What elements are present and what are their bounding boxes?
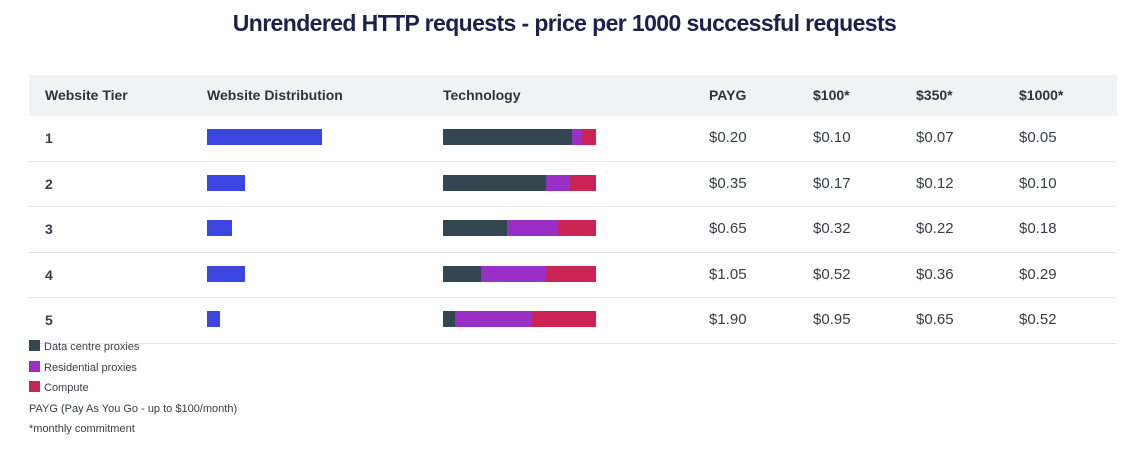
header-payg: PAYG: [709, 87, 747, 103]
table-row: 1 $0.20 $0.10 $0.07 $0.05: [29, 116, 1117, 162]
distribution-bar: [207, 174, 245, 191]
header-1000: $1000*: [1019, 87, 1064, 103]
legend-item-datacentre: Data centre proxies: [29, 340, 237, 361]
technology-segment-datacentre: [443, 311, 456, 327]
price-cell-p350: $0.22: [916, 220, 954, 237]
technology-segment-compute: [531, 311, 596, 327]
technology-segment-residential: [507, 220, 558, 236]
price-cell-p100: $0.17: [813, 174, 851, 192]
price-cell-p1000: $0.18: [1019, 220, 1057, 237]
price-cell-p1000: $0.05: [1019, 129, 1057, 146]
technology-segment-residential: [455, 311, 532, 327]
table-row: 4 $1.05 $0.52 $0.36 $0.29: [29, 253, 1117, 298]
header-100: $100*: [813, 87, 850, 103]
technology-segment-datacentre: [443, 129, 572, 145]
price-cell-payg: $1.90: [709, 311, 747, 328]
price-cell-p350: $0.36: [916, 265, 954, 283]
legend-label-residential: Residential proxies: [44, 361, 137, 374]
price-cell-p350: $0.07: [916, 129, 954, 146]
technology-segment-compute: [545, 265, 596, 282]
price-cell-p1000: $0.29: [1019, 265, 1057, 283]
table-body: 1 $0.20 $0.10 $0.07 $0.05 2 $0.35 $0.17 $0.12 $0.…: [29, 116, 1117, 344]
technology-bar: [443, 265, 596, 282]
legend-label-datacentre: Data centre proxies: [44, 341, 140, 353]
tier-cell: 1: [45, 130, 53, 146]
legend-item-compute: Compute: [29, 381, 237, 402]
technology-segment-datacentre: [443, 174, 546, 191]
price-cell-payg: $0.65: [709, 220, 747, 237]
commitment-note: *monthly commitment: [29, 423, 135, 435]
price-cell-payg: $1.05: [709, 265, 747, 283]
legend-swatch-compute: [29, 381, 40, 392]
legend: Data centre proxies Residential proxies …: [29, 340, 237, 443]
table-row: 2 $0.35 $0.17 $0.12 $0.10: [29, 162, 1117, 207]
price-cell-p1000: $0.52: [1019, 311, 1057, 328]
price-cell-p1000: $0.10: [1019, 174, 1057, 192]
technology-segment-compute: [582, 129, 596, 145]
technology-segment-datacentre: [443, 220, 508, 236]
tier-cell: 3: [45, 221, 53, 237]
technology-segment-residential: [545, 174, 570, 191]
price-cell-p350: $0.65: [916, 311, 954, 328]
technology-segment-compute: [557, 220, 596, 236]
price-cell-p100: $0.32: [813, 220, 851, 237]
technology-bar: [443, 220, 596, 236]
price-cell-p100: $0.52: [813, 265, 851, 283]
technology-segment-residential: [481, 265, 546, 282]
tier-cell: 5: [45, 312, 53, 328]
legend-label-compute: Compute: [44, 382, 89, 394]
tier-cell: 4: [45, 266, 53, 283]
price-cell-p100: $0.95: [813, 311, 851, 328]
distribution-bar: [207, 265, 245, 282]
tier-cell: 2: [45, 175, 53, 192]
price-cell-payg: $0.20: [709, 129, 747, 146]
price-cell-payg: $0.35: [709, 174, 747, 192]
legend-item-residential: Residential proxies: [29, 360, 237, 382]
technology-bar: [443, 129, 596, 145]
distribution-bar: [207, 129, 322, 145]
legend-swatch-residential: [29, 360, 40, 372]
technology-bar: [443, 174, 596, 191]
header-350: $350*: [916, 87, 953, 103]
table-row: 5 $1.90 $0.95 $0.65 $0.52: [29, 298, 1117, 344]
payg-note: PAYG (Pay As You Go - up to $100/month): [29, 402, 238, 415]
page-title: Unrendered HTTP requests - price per 100…: [232, 10, 897, 36]
table-header: Website Tier Website Distribution Techno…: [29, 75, 1117, 116]
price-cell-p350: $0.12: [916, 174, 954, 192]
technology-segment-compute: [569, 174, 596, 191]
pricing-table: Website Tier Website Distribution Techno…: [29, 75, 1117, 344]
header-website-tier: Website Tier: [45, 87, 128, 103]
table-row: 3 $0.65 $0.32 $0.22 $0.18: [29, 207, 1117, 253]
price-cell-p100: $0.10: [813, 129, 851, 146]
technology-bar: [443, 311, 596, 327]
distribution-bar: [207, 311, 220, 327]
header-website-distribution: Website Distribution: [207, 87, 343, 103]
distribution-bar: [207, 220, 232, 236]
technology-segment-residential: [571, 129, 583, 145]
legend-swatch-datacentre: [29, 340, 40, 351]
technology-segment-datacentre: [443, 265, 482, 282]
header-technology: Technology: [443, 87, 521, 103]
